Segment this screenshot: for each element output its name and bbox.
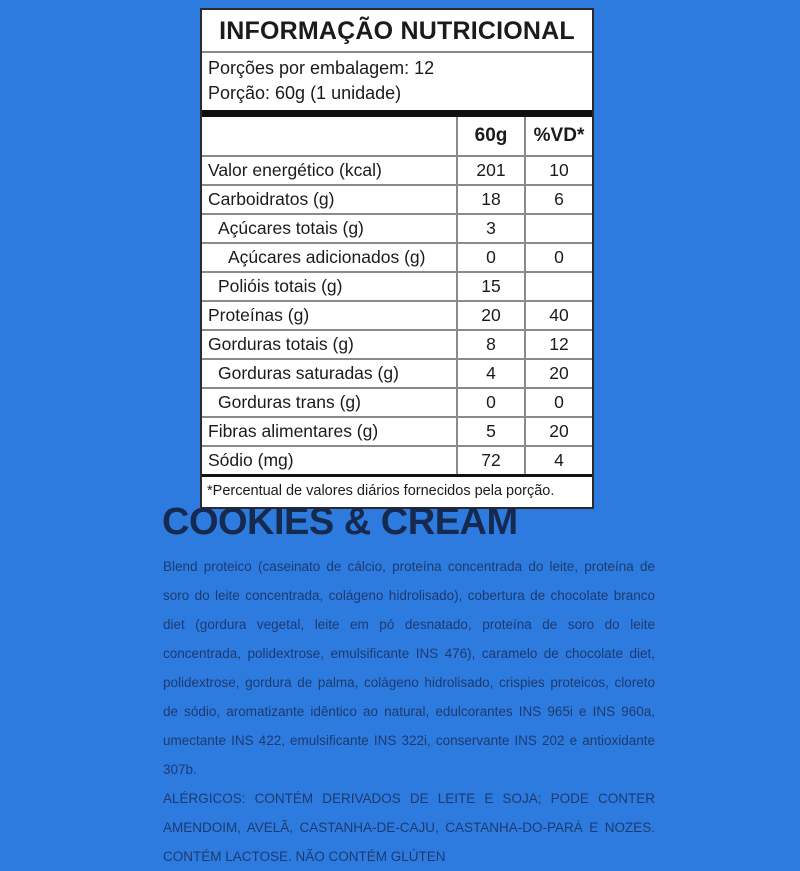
- nutrient-amount: 5: [456, 418, 524, 445]
- nutrition-label: INFORMAÇÃO NUTRICIONAL Porções por embal…: [200, 8, 594, 509]
- nutrition-table-body: Valor energético (kcal) 201 10 Carboidra…: [202, 157, 592, 477]
- nutrient-vd: 12: [524, 331, 592, 358]
- nutrient-amount: 4: [456, 360, 524, 387]
- nutrient-row: Açúcares totais (g) 3: [202, 215, 592, 244]
- header-amount-column: 60g: [456, 117, 524, 155]
- table-header-row: 60g %VD*: [202, 117, 592, 157]
- nutrient-vd: 10: [524, 157, 592, 184]
- nutrient-row: Gorduras trans (g) 0 0: [202, 389, 592, 418]
- nutrient-vd: 40: [524, 302, 592, 329]
- nutrient-row: Proteínas (g) 20 40: [202, 302, 592, 331]
- nutrient-vd: 20: [524, 360, 592, 387]
- product-title: COOKIES & CREAM: [162, 501, 518, 543]
- nutrient-row: Carboidratos (g) 18 6: [202, 186, 592, 215]
- divider-bar: [202, 110, 592, 117]
- nutrient-name: Gorduras totais (g): [208, 334, 354, 354]
- nutrient-row: Sódio (mg) 72 4: [202, 447, 592, 477]
- nutrient-amount: 20: [456, 302, 524, 329]
- serving-block: Porções por embalagem: 12 Porção: 60g (1…: [202, 53, 592, 110]
- nutrient-amount: 15: [456, 273, 524, 300]
- nutrient-name: Sódio (mg): [208, 450, 294, 470]
- nutrient-amount: 201: [456, 157, 524, 184]
- nutrition-table: 60g %VD* Valor energético (kcal) 201 10 …: [202, 117, 592, 477]
- nutrient-vd: 20: [524, 418, 592, 445]
- nutrient-vd: 4: [524, 447, 592, 474]
- nutrient-name: Carboidratos (g): [208, 189, 335, 209]
- nutrient-row: Gorduras totais (g) 8 12: [202, 331, 592, 360]
- nutrient-amount: 8: [456, 331, 524, 358]
- page-background: { "colors": { "background": "#2e7bdf", "…: [162, 8, 655, 864]
- allergens-text: ALÉRGICOS: CONTÉM DERIVADOS DE LEITE E S…: [163, 791, 655, 864]
- nutrient-amount: 72: [456, 447, 524, 474]
- nutrient-name: Açúcares totais (g): [218, 218, 364, 238]
- nutrient-vd: [524, 215, 592, 242]
- nutrient-row: Açúcares adicionados (g) 0 0: [202, 244, 592, 273]
- nutrient-row: Fibras alimentares (g) 5 20: [202, 418, 592, 447]
- nutrient-name: Gorduras trans (g): [218, 392, 361, 412]
- nutrient-vd: 0: [524, 389, 592, 416]
- ingredients-text: Blend proteico (caseinato de cálcio, pro…: [163, 559, 655, 777]
- nutrient-row: Gorduras saturadas (g) 4 20: [202, 360, 592, 389]
- nutrient-name: Açúcares adicionados (g): [228, 247, 426, 267]
- portion-line: Porção: 60g (1 unidade): [208, 83, 402, 103]
- label-title: INFORMAÇÃO NUTRICIONAL: [202, 10, 592, 53]
- nutrient-name: Polióis totais (g): [218, 276, 343, 296]
- nutrient-vd: 6: [524, 186, 592, 213]
- nutrient-row: Valor energético (kcal) 201 10: [202, 157, 592, 186]
- nutrient-vd: 0: [524, 244, 592, 271]
- nutrient-amount: 3: [456, 215, 524, 242]
- nutrient-name: Gorduras saturadas (g): [218, 363, 399, 383]
- servings-line: Porções por embalagem: 12: [208, 58, 435, 78]
- product-description: Blend proteico (caseinato de cálcio, pro…: [163, 552, 655, 871]
- nutrient-name: Fibras alimentares (g): [208, 421, 379, 441]
- nutrient-vd: [524, 273, 592, 300]
- nutrient-name: Valor energético (kcal): [208, 160, 382, 180]
- nutrient-amount: 0: [456, 389, 524, 416]
- nutrient-row: Polióis totais (g) 15: [202, 273, 592, 302]
- nutrient-amount: 0: [456, 244, 524, 271]
- nutrient-amount: 18: [456, 186, 524, 213]
- nutrient-name: Proteínas (g): [208, 305, 310, 325]
- header-vd-column: %VD*: [524, 117, 592, 155]
- footnote: *Percentual de valores diários fornecido…: [207, 483, 555, 499]
